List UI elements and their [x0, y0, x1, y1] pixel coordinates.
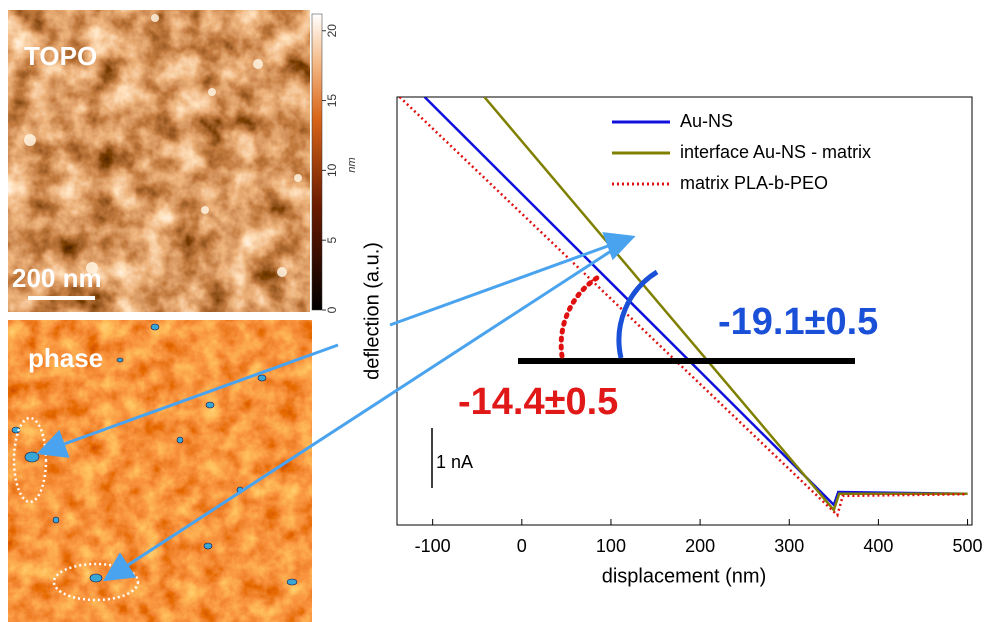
- x-tick-label: -100: [415, 536, 451, 556]
- colorbar: [312, 14, 322, 310]
- colorbar-unit: nm: [346, 157, 358, 172]
- x-tick-label: 0: [517, 536, 527, 556]
- figure: TOPO 200 nm 0 5 10 15 20 nm phase -100 0 100 20…: [0, 0, 994, 622]
- topo-label: TOPO: [24, 41, 97, 71]
- annotation-slope: -19.1±0.5: [718, 301, 878, 343]
- colorbar-ticks: 0 5 10 15 20: [322, 24, 339, 314]
- scale-bar-label: 200 nm: [12, 263, 102, 293]
- annotation-slope: -14.4±0.5: [458, 381, 618, 423]
- colorbar-tick-label: 5: [325, 237, 339, 244]
- colorbar-tick-label: 0: [325, 306, 339, 313]
- colorbar-tick-label: 10: [325, 163, 339, 177]
- x-tick-label: 200: [685, 536, 715, 556]
- x-tick-label: 400: [863, 536, 893, 556]
- colorbar-tick-label: 15: [325, 94, 339, 108]
- legend-label: matrix PLA-b-PEO: [680, 173, 828, 193]
- legend-label: interface Au-NS - matrix: [680, 142, 871, 162]
- x-tick-label: 500: [953, 536, 983, 556]
- annotation-scale: 1 nA: [436, 452, 473, 472]
- x-tick-label: 300: [774, 536, 804, 556]
- x-axis-label: displacement (nm): [602, 565, 767, 587]
- colorbar-tick-label: 20: [325, 24, 339, 38]
- legend-label: Au-NS: [680, 111, 733, 131]
- y-axis-label: deflection (a.u.): [361, 242, 383, 380]
- x-tick-label: 100: [596, 536, 626, 556]
- phase-label: phase: [28, 343, 103, 373]
